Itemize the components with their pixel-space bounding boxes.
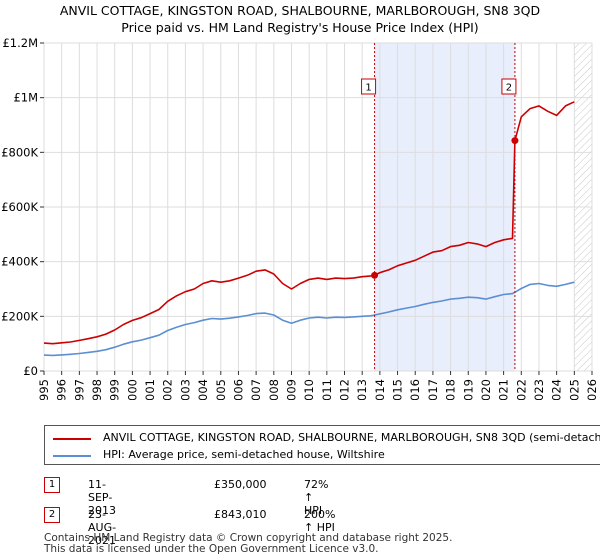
y-tick-label: £1M bbox=[13, 91, 38, 105]
x-tick-label: 2003 bbox=[178, 379, 192, 400]
series-line-property bbox=[43, 101, 575, 345]
x-tick-label: 2014 bbox=[373, 379, 387, 400]
y-tick-label: £800K bbox=[1, 145, 38, 159]
footer-licence: This data is licensed under the Open Gov… bbox=[44, 543, 379, 555]
transaction-date: 23-AUG-2021 bbox=[88, 508, 117, 547]
sale-badge-label: 1 bbox=[365, 83, 371, 94]
transaction-badge: 2 bbox=[44, 507, 60, 523]
x-tick-label: 2021 bbox=[497, 379, 511, 400]
x-tick-label: 2012 bbox=[338, 379, 352, 400]
y-tick-label: £1.2M bbox=[2, 36, 38, 50]
x-tick-label: 2025 bbox=[567, 379, 581, 400]
x-tick-label: 2023 bbox=[532, 379, 546, 400]
x-tick-label: 2008 bbox=[267, 379, 281, 400]
x-tick-label: 2001 bbox=[143, 379, 157, 400]
x-tick-label: 2000 bbox=[125, 379, 139, 400]
x-tick-label: 2020 bbox=[479, 379, 493, 400]
sale-badge-label: 2 bbox=[506, 83, 512, 94]
chart-title-address: ANVIL COTTAGE, KINGSTON ROAD, SHALBOURNE… bbox=[59, 3, 541, 18]
sale-badge bbox=[361, 78, 377, 95]
x-tick-label: 2016 bbox=[408, 379, 422, 400]
sale-point bbox=[511, 137, 519, 145]
transaction-date: 11-SEP-2013 bbox=[88, 478, 116, 517]
sale-badge bbox=[501, 78, 517, 95]
legend: ANVIL COTTAGE, KINGSTON ROAD, SHALBOURNE… bbox=[44, 425, 600, 465]
x-tick-label: 1996 bbox=[55, 379, 69, 400]
x-tick-label: 2017 bbox=[426, 379, 440, 400]
legend-label-hpi: HPI: Average price, semi-detached house,… bbox=[103, 448, 385, 461]
x-tick-label: 2022 bbox=[514, 379, 528, 400]
y-tick-label: £0 bbox=[23, 364, 38, 378]
x-tick-label: 2007 bbox=[249, 379, 263, 400]
legend-label-property: ANVIL COTTAGE, KINGSTON ROAD, SHALBOURNE… bbox=[103, 431, 600, 444]
transaction-price: £843,010 bbox=[214, 508, 267, 521]
price-chart: 1 2 £0 £200K £400K £600K £800K £1M £1.2M 1995 199… bbox=[1, 36, 599, 400]
x-tick-label: 2018 bbox=[444, 379, 458, 400]
transaction-hpi-change: 72% ↑ HPI bbox=[304, 478, 329, 517]
footer-copyright: Contains HM Land Registry data © Crown c… bbox=[44, 532, 453, 544]
x-tick-label: 2026 bbox=[585, 379, 599, 400]
y-tick-label: £600K bbox=[1, 200, 38, 214]
x-tick-label: 2005 bbox=[214, 379, 228, 400]
x-tick-label: 2002 bbox=[161, 379, 175, 400]
transaction-hpi-change: 200% ↑ HPI bbox=[304, 508, 336, 534]
transaction-badge: 1 bbox=[44, 477, 60, 493]
x-tick-label: 1995 bbox=[37, 379, 51, 400]
series-line-hpi bbox=[43, 281, 575, 357]
legend-swatch-hpi bbox=[53, 455, 91, 457]
x-tick-label: 2013 bbox=[355, 379, 369, 400]
y-tick-label: £200K bbox=[1, 309, 38, 323]
x-tick-label: 2006 bbox=[231, 379, 245, 400]
x-tick-label: 1999 bbox=[108, 379, 122, 400]
x-tick-label: 1997 bbox=[72, 379, 86, 400]
x-tick-label: 2009 bbox=[284, 379, 298, 400]
transaction-price: £350,000 bbox=[214, 478, 267, 491]
x-tick-label: 2015 bbox=[391, 379, 405, 400]
x-tick-label: 2011 bbox=[320, 379, 334, 400]
sale-point bbox=[371, 271, 379, 279]
x-tick-label: 2010 bbox=[302, 379, 316, 400]
chart-title-subtitle: Price paid vs. HM Land Registry's House … bbox=[121, 20, 479, 35]
x-tick-label: 2024 bbox=[550, 379, 564, 400]
y-tick-label: £400K bbox=[1, 255, 38, 269]
x-tick-label: 1998 bbox=[90, 379, 104, 400]
x-tick-label: 2019 bbox=[461, 379, 475, 400]
x-tick-label: 2004 bbox=[196, 379, 210, 400]
legend-swatch-property bbox=[53, 438, 91, 440]
